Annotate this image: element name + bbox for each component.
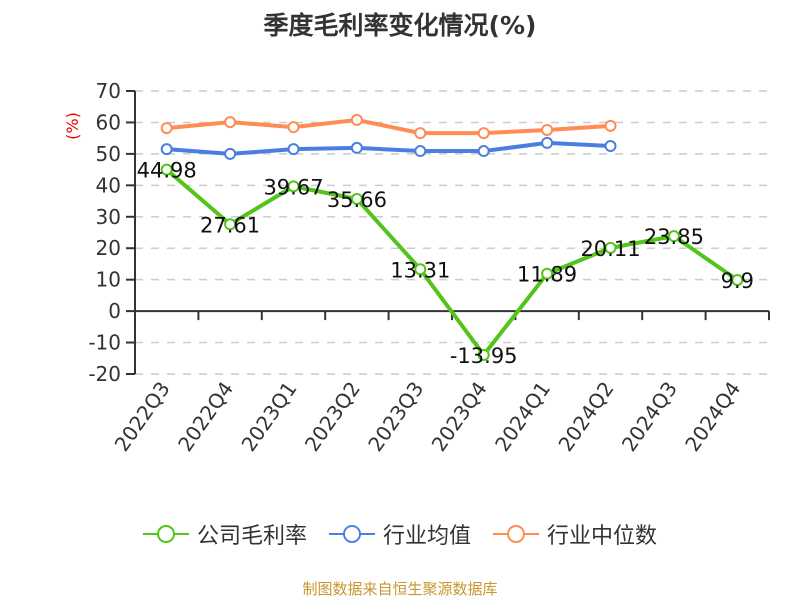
legend-item-company[interactable]: 公司毛利率: [142, 518, 307, 550]
data-point[interactable]: [224, 218, 237, 231]
y-tick-label: 70: [96, 79, 121, 103]
data-source-note: 制图数据来自恒生聚源数据库: [302, 580, 498, 598]
data-point[interactable]: [477, 348, 490, 361]
data-point[interactable]: [414, 263, 427, 276]
data-point[interactable]: [477, 145, 490, 158]
x-tick-label: 2022Q3: [110, 377, 175, 456]
data-point[interactable]: [224, 147, 237, 160]
y-tick-label: 0: [108, 299, 121, 323]
data-point[interactable]: [541, 123, 554, 136]
data-point[interactable]: [414, 127, 427, 140]
y-tick-label: 40: [96, 173, 121, 197]
chart-legend: 公司毛利率 行业均值 行业中位数: [0, 518, 800, 550]
data-point[interactable]: [414, 145, 427, 158]
series-line: [166, 117, 611, 136]
data-point[interactable]: [350, 113, 363, 126]
x-tick-label: 2024Q3: [617, 377, 682, 456]
data-point[interactable]: [160, 143, 173, 156]
legend-label: 行业中位数: [547, 524, 658, 549]
x-tick-label: 2023Q4: [427, 377, 492, 456]
data-point[interactable]: [287, 180, 300, 193]
data-label: 27.61: [200, 213, 260, 237]
data-point[interactable]: [160, 163, 173, 176]
y-tick-label: -20: [88, 362, 121, 386]
data-label: 39.67: [263, 175, 323, 199]
legend-item-industry-median[interactable]: 行业中位数: [493, 518, 657, 550]
data-point[interactable]: [160, 122, 173, 135]
legend-item-industry-avg[interactable]: 行业均值: [328, 518, 471, 550]
x-tick-label: 2024Q4: [680, 377, 745, 456]
data-point[interactable]: [541, 136, 554, 149]
x-tick-label: 2022Q4: [173, 377, 238, 456]
series-line: [166, 140, 611, 156]
data-label: 13.31: [390, 258, 450, 282]
legend-line-circle-icon: [328, 525, 375, 543]
data-point[interactable]: [287, 143, 300, 156]
data-label: 35.66: [327, 188, 387, 212]
data-point[interactable]: [604, 241, 617, 254]
data-point[interactable]: [604, 119, 617, 132]
data-point[interactable]: [350, 192, 363, 205]
legend-label: 行业均值: [382, 524, 471, 549]
x-tick-label: 2023Q1: [236, 377, 301, 456]
data-point[interactable]: [604, 140, 617, 153]
legend-line-circle-icon: [493, 525, 539, 543]
legend-label: 公司毛利率: [196, 524, 307, 549]
data-label: -13.95: [450, 344, 518, 368]
series-line: [165, 168, 739, 357]
y-tick-label: 50: [96, 142, 121, 166]
data-label: 23.85: [644, 225, 704, 249]
data-label: 11.89: [517, 263, 577, 287]
data-point[interactable]: [224, 116, 237, 129]
data-point[interactable]: [541, 267, 554, 280]
line-chart: 706050403020100-10-20(%)2022Q32022Q42023…: [63, 79, 770, 456]
data-label: 44.98: [137, 159, 197, 183]
data-point[interactable]: [287, 121, 300, 134]
y-tick-label: 10: [96, 268, 121, 292]
data-point[interactable]: [477, 127, 490, 140]
y-tick-label: 30: [96, 205, 121, 229]
y-tick-label: 60: [96, 110, 121, 134]
data-label: 20.11: [580, 237, 640, 261]
x-tick-label: 2023Q3: [363, 377, 428, 456]
x-tick-label: 2024Q2: [553, 377, 618, 456]
data-point[interactable]: [667, 230, 680, 243]
data-label: 9.9: [721, 269, 754, 293]
data-point[interactable]: [731, 273, 744, 286]
x-tick-label: 2023Q2: [300, 377, 365, 456]
chart-title: 季度毛利率变化情况(%): [263, 11, 537, 40]
legend-line-circle-icon: [142, 525, 189, 543]
y-tick-label: 20: [96, 236, 121, 260]
data-point[interactable]: [350, 141, 363, 154]
x-tick-label: 2024Q1: [490, 377, 555, 456]
y-tick-label: -10: [88, 331, 121, 355]
y-axis-unit-label: (%): [63, 112, 82, 140]
